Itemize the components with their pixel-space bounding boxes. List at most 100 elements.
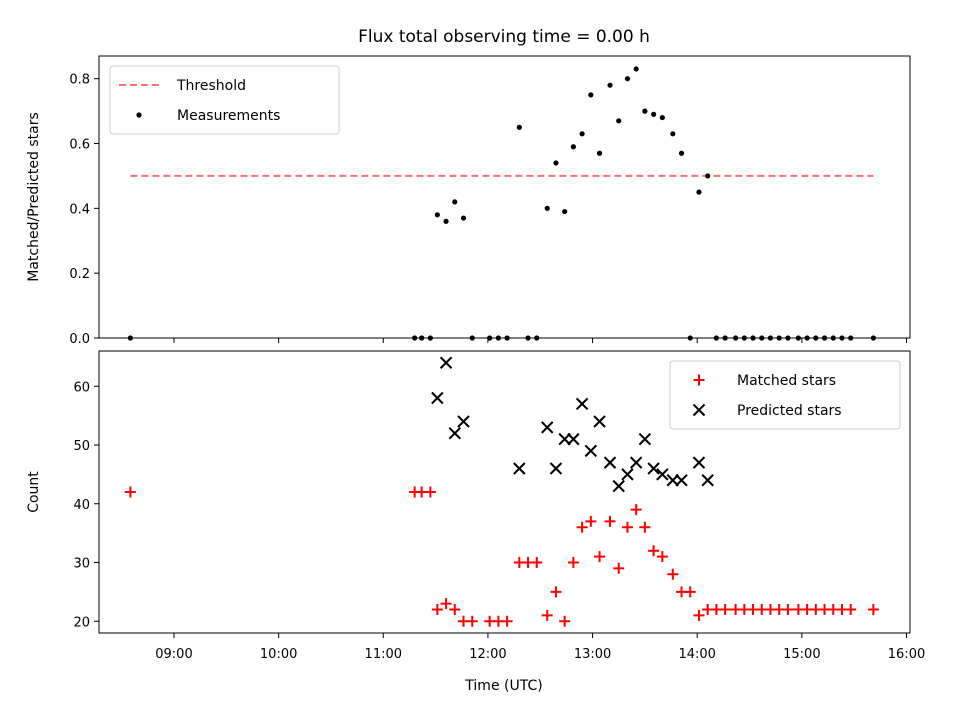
legend-label: Predicted stars (737, 403, 842, 419)
data-point (621, 521, 633, 533)
data-point (457, 415, 470, 428)
panel-1: 0.0 0.2 0.4 0.6 0.8 Matched/Predicted stars Th… (26, 55, 911, 347)
y-axis-label: Count (26, 471, 42, 513)
data-point (678, 150, 685, 156)
data-point (570, 144, 576, 150)
data-point (579, 131, 585, 137)
x-tick-label: 13:00 (574, 647, 611, 662)
data-point (567, 432, 580, 446)
legend-box (109, 65, 340, 135)
x-tick-label: 14:00 (678, 647, 715, 662)
data-point (604, 515, 616, 527)
data-point (544, 205, 550, 211)
x-tick-label: 11:00 (365, 647, 402, 662)
x-tick-label: 09:00 (155, 647, 192, 662)
data-point (460, 215, 467, 221)
chart-title: Flux total observing time = 0.00 h (358, 27, 650, 47)
legend-marker (693, 374, 705, 386)
legend-label: Matched stars (737, 373, 836, 389)
y-tick-label: 50 (73, 439, 90, 454)
data-point (439, 356, 453, 369)
data-point (696, 189, 702, 195)
data-point (705, 173, 711, 179)
y-tick-label: 40 (73, 498, 90, 513)
y-tick-label: 0.6 (69, 138, 90, 153)
data-point (567, 557, 579, 568)
data-point (656, 551, 668, 563)
data-point (443, 218, 449, 224)
data-point (575, 397, 589, 411)
data-point (667, 568, 679, 580)
data-point (647, 462, 660, 475)
data-point (513, 462, 526, 475)
data-point (449, 604, 461, 615)
x-tick-label: 16:00 (888, 647, 925, 662)
data-point (553, 160, 559, 166)
data-point (531, 557, 543, 568)
data-point (431, 604, 443, 615)
x-tick-label: 10:00 (260, 647, 297, 662)
data-point (585, 515, 597, 527)
data-point (624, 76, 631, 82)
data-point (452, 199, 458, 205)
data-point (588, 92, 594, 98)
legend-box (669, 360, 901, 430)
data-point (630, 504, 642, 516)
y-tick-label: 0.8 (69, 73, 90, 88)
data-point (642, 108, 648, 114)
data-point (562, 208, 568, 215)
data-point (559, 615, 571, 627)
y-tick-label: 20 (73, 615, 90, 630)
series-matched-stars (124, 486, 879, 627)
data-point (612, 479, 625, 493)
legend-marker (136, 112, 142, 118)
data-point (656, 468, 669, 481)
data-point (621, 468, 634, 481)
series-predicted-stars (431, 356, 714, 493)
plot-frame (98, 55, 911, 339)
x-axis-label: Time (UTC) (464, 678, 542, 694)
data-point (593, 415, 606, 428)
data-point (516, 124, 522, 130)
data-point (607, 82, 613, 88)
data-point (576, 521, 588, 533)
data-point (845, 604, 857, 615)
data-point (651, 111, 657, 117)
panel-2: 20 30 40 50 60 09:00 10:00 11:00 12:00 13:00 14:00… (26, 350, 925, 662)
data-point (541, 421, 554, 434)
data-point (549, 462, 563, 475)
data-point (675, 474, 688, 487)
data-point (782, 604, 794, 615)
y-tick-label: 0.2 (69, 267, 90, 282)
x-tick-label: 15:00 (783, 647, 820, 662)
data-point (584, 444, 598, 458)
data-point (603, 456, 617, 469)
data-point (629, 456, 643, 469)
y-axis-label: Matched/Predicted stars (26, 112, 42, 282)
data-point (613, 562, 625, 574)
data-point (550, 586, 562, 598)
y-tick-label: 60 (73, 380, 90, 395)
data-point (440, 598, 452, 610)
data-point (670, 131, 676, 137)
legend: Matched stars Predicted stars (669, 360, 901, 430)
y-tick-label: 30 (73, 557, 90, 572)
data-point (124, 486, 136, 498)
data-point (448, 427, 462, 440)
data-point (719, 604, 731, 615)
legend-label: Threshold (176, 78, 246, 94)
data-point (466, 615, 478, 627)
x-tick-label: 12:00 (469, 647, 506, 662)
data-point (434, 212, 440, 218)
legend: Threshold Measurements (109, 65, 340, 135)
y-tick-label: 0.0 (69, 332, 90, 347)
data-point (501, 615, 513, 627)
data-point (639, 521, 651, 533)
data-point (684, 586, 696, 598)
data-point (693, 609, 705, 621)
data-point (424, 486, 436, 498)
plot-frame (98, 350, 911, 634)
data-point (867, 604, 879, 615)
data-point (616, 118, 622, 124)
y-tick-label: 0.4 (69, 202, 90, 217)
